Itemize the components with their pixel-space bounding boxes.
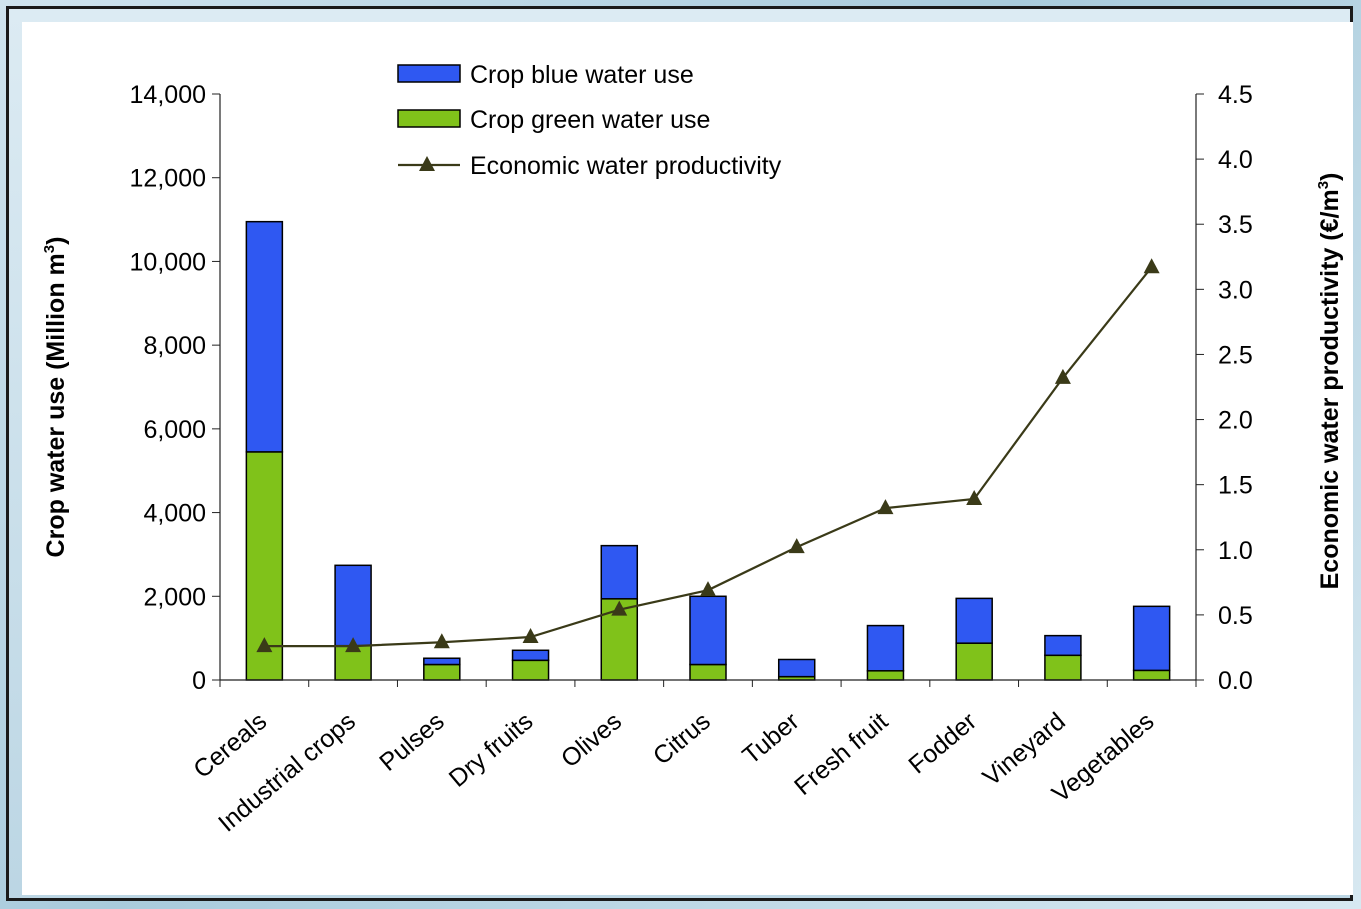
y-tick-label-right: 2.0 xyxy=(1218,407,1253,435)
line-layer xyxy=(256,258,1160,653)
bar-blue-10 xyxy=(1132,605,1171,672)
legend-marker xyxy=(419,156,435,171)
y-tick-label-right: 3.0 xyxy=(1218,276,1253,304)
bar-blue-3 xyxy=(511,649,550,662)
legend: Crop blue water use Crop green water use E… xyxy=(397,61,782,180)
productivity-marker-8 xyxy=(966,489,983,505)
productivity-marker-0 xyxy=(256,637,273,653)
productivity-marker-9 xyxy=(1054,368,1071,384)
productivity-marker-6 xyxy=(788,538,805,554)
bar-green-10 xyxy=(1132,669,1171,681)
y-axis-title-right-sup: 3 xyxy=(1315,181,1332,189)
y-tick-label-right: 1.0 xyxy=(1218,537,1253,565)
bar-blue-1 xyxy=(334,564,372,647)
y-tick-label-left: 0 xyxy=(192,667,206,695)
productivity-marker-4 xyxy=(611,600,628,616)
axes-layer xyxy=(212,93,1204,687)
bar-green-3 xyxy=(511,659,550,681)
plot-background xyxy=(22,22,1353,895)
bars-layer xyxy=(245,220,1171,681)
bar-blue-0 xyxy=(245,220,284,453)
bar-blue-5 xyxy=(689,595,727,666)
bar-blue-9 xyxy=(1044,634,1082,657)
y-tick-label-right: 0.0 xyxy=(1218,667,1253,695)
bar-green-2 xyxy=(423,663,461,681)
bar-green-8 xyxy=(955,642,993,681)
bar-blue-2 xyxy=(423,657,461,666)
productivity-marker-2 xyxy=(433,633,450,649)
bar-blue-7 xyxy=(866,624,905,672)
y-axis-title-right-end: ) xyxy=(1316,173,1344,181)
bar-blue-8 xyxy=(955,597,993,644)
productivity-marker-1 xyxy=(345,637,362,653)
legend-label-green: Crop green water use xyxy=(470,106,710,134)
y-axis-title-left-end: ) xyxy=(42,237,70,245)
y-tick-label-right: 4.5 xyxy=(1218,81,1253,109)
y-tick-label-left: 12,000 xyxy=(130,165,206,193)
y-axis-title-left-sup: 3 xyxy=(41,245,58,253)
productivity-marker-3 xyxy=(522,628,539,644)
legend-swatch-blue xyxy=(397,64,461,83)
legend-swatch-green xyxy=(397,109,461,128)
legend-label-blue: Crop blue water use xyxy=(470,61,694,89)
y-tick-label-right: 0.5 xyxy=(1218,602,1253,630)
y-tick-label-left: 6,000 xyxy=(143,416,206,444)
y-axis-title-right: Economic water productivity (€/m3) xyxy=(1315,173,1344,590)
bar-blue-6 xyxy=(777,658,816,678)
y-axis-title-right-text: Economic water productivity (€/m xyxy=(1316,189,1344,589)
bar-green-5 xyxy=(689,663,727,681)
y-tick-label-right: 1.5 xyxy=(1218,472,1253,500)
y-tick-label-left: 4,000 xyxy=(143,500,206,528)
y-tick-label-right: 4.0 xyxy=(1218,146,1253,174)
bar-green-9 xyxy=(1044,654,1082,681)
y-tick-label-left: 2,000 xyxy=(143,583,206,611)
legend-label-line: Economic water productivity xyxy=(470,152,782,180)
bar-blue-4 xyxy=(600,544,639,600)
y-tick-label-left: 8,000 xyxy=(143,332,206,360)
y-tick-label-left: 14,000 xyxy=(130,81,206,109)
y-axis-title-left-text: Crop water use (Million m xyxy=(42,253,70,557)
y-tick-label-right: 3.5 xyxy=(1218,211,1253,239)
y-tick-label-right: 2.5 xyxy=(1218,341,1253,369)
y-tick-label-left: 10,000 xyxy=(130,248,206,276)
productivity-marker-10 xyxy=(1143,258,1160,274)
bar-green-7 xyxy=(866,670,905,681)
productivity-marker-7 xyxy=(877,499,894,515)
productivity-marker-5 xyxy=(700,581,716,597)
y-axis-title-left: Crop water use (Million m3) xyxy=(41,237,70,558)
